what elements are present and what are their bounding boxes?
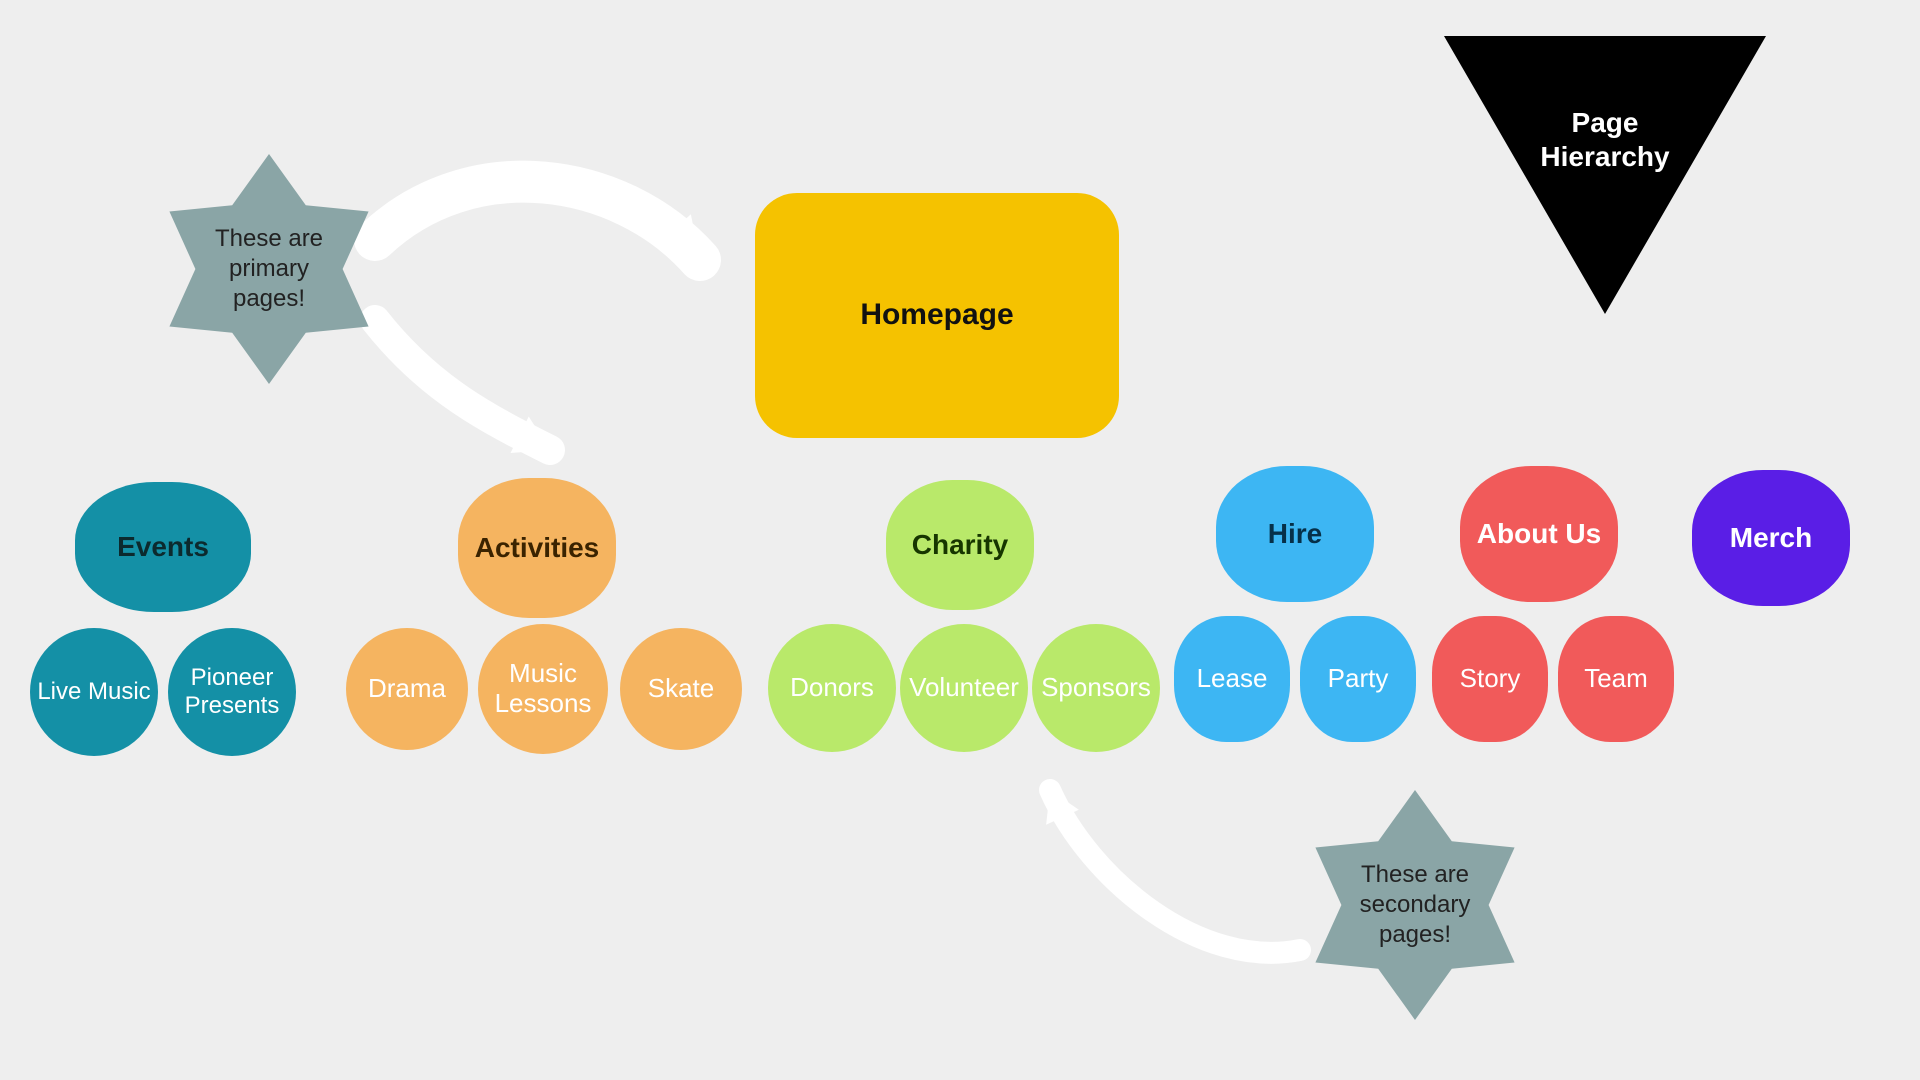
child-node: Party — [1300, 616, 1416, 742]
child-node: Drama — [346, 628, 468, 750]
page-hierarchy-label: Page Hierarchy — [1444, 106, 1766, 173]
child-node: Music Lessons — [478, 624, 608, 754]
category-label: About Us — [1477, 518, 1601, 550]
homepage-label: Homepage — [860, 298, 1013, 333]
category-label: Activities — [475, 532, 600, 564]
child-label: Music Lessons — [484, 659, 602, 719]
child-node: Donors — [768, 624, 896, 752]
category-label: Charity — [912, 529, 1008, 561]
child-label: Sponsors — [1041, 673, 1151, 703]
child-node: Team — [1558, 616, 1674, 742]
child-label: Skate — [648, 674, 715, 704]
category-node: Hire — [1216, 466, 1374, 602]
child-node: Live Music — [30, 628, 158, 756]
page-hierarchy-banner: Page Hierarchy — [1444, 36, 1766, 314]
child-node: Sponsors — [1032, 624, 1160, 752]
category-label: Merch — [1730, 522, 1812, 554]
category-node: Activities — [458, 478, 616, 618]
category-label: Hire — [1268, 518, 1322, 550]
callout-secondary-text: These are secondary pages! — [1335, 860, 1495, 950]
callout-primary-star: These are primary pages! — [154, 154, 384, 384]
child-label: Donors — [790, 673, 874, 703]
callout-secondary-star: These are secondary pages! — [1300, 790, 1530, 1020]
child-label: Live Music — [37, 678, 150, 706]
category-label: Events — [117, 531, 209, 563]
child-label: Lease — [1197, 664, 1268, 694]
child-label: Story — [1460, 664, 1521, 694]
homepage-node: Homepage — [755, 193, 1119, 438]
child-node: Lease — [1174, 616, 1290, 742]
child-node: Volunteer — [900, 624, 1028, 752]
category-node: Charity — [886, 480, 1034, 610]
diagram-canvas: Page Hierarchy Homepage These are primar… — [0, 0, 1920, 1080]
child-node: Story — [1432, 616, 1548, 742]
child-node: Skate — [620, 628, 742, 750]
child-label: Volunteer — [909, 673, 1019, 703]
child-label: Pioneer Presents — [174, 664, 290, 719]
category-node: About Us — [1460, 466, 1618, 602]
callout-primary-text: These are primary pages! — [194, 224, 344, 314]
child-label: Team — [1584, 664, 1648, 694]
child-label: Drama — [368, 674, 446, 704]
category-node: Merch — [1692, 470, 1850, 606]
child-label: Party — [1328, 664, 1389, 694]
category-node: Events — [75, 482, 251, 612]
child-node: Pioneer Presents — [168, 628, 296, 756]
